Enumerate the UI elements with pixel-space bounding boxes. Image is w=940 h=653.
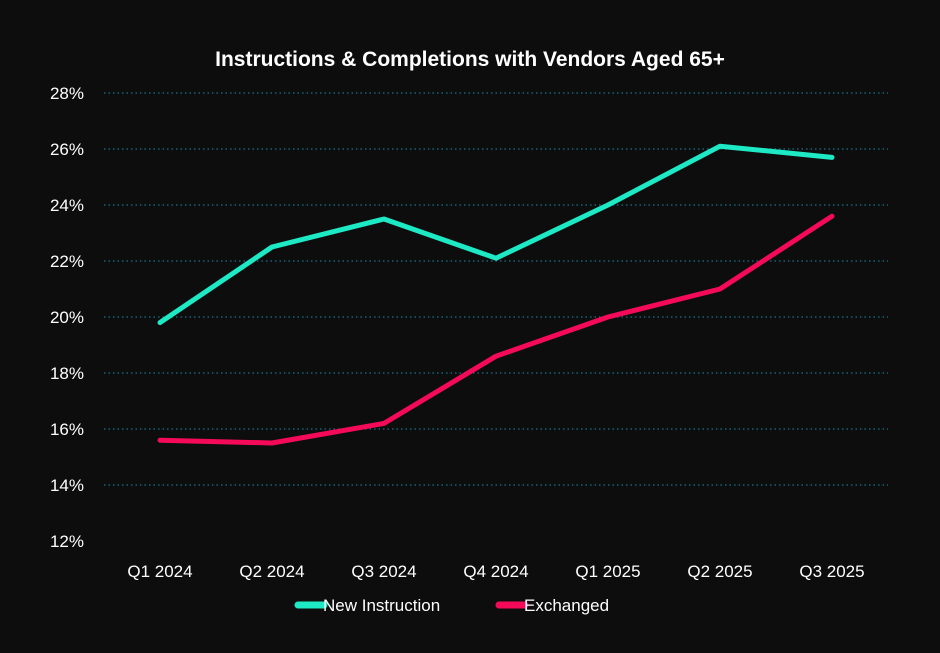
y-tick-label: 28% [50,84,84,103]
x-tick-label: Q1 2024 [127,562,192,581]
y-tick-label: 12% [50,532,84,551]
y-tick-label: 26% [50,140,84,159]
x-tick-label: Q2 2025 [687,562,752,581]
y-tick-label: 18% [50,364,84,383]
y-tick-label: 14% [50,476,84,495]
x-tick-label: Q3 2025 [799,562,864,581]
x-tick-label: Q3 2024 [351,562,416,581]
y-tick-label: 24% [50,196,84,215]
y-tick-label: 20% [50,308,84,327]
y-tick-label: 16% [50,420,84,439]
y-axis-ticks: 12% 14% 16% 18% 20% 22% 24% 26% 28% [50,84,84,551]
y-tick-label: 22% [50,252,84,271]
x-tick-label: Q4 2024 [463,562,528,581]
chart-title: Instructions & Completions with Vendors … [215,48,725,71]
x-tick-label: Q1 2025 [575,562,640,581]
legend-label: Exchanged [524,596,609,615]
x-tick-label: Q2 2024 [239,562,304,581]
legend-label: New Instruction [323,596,440,615]
